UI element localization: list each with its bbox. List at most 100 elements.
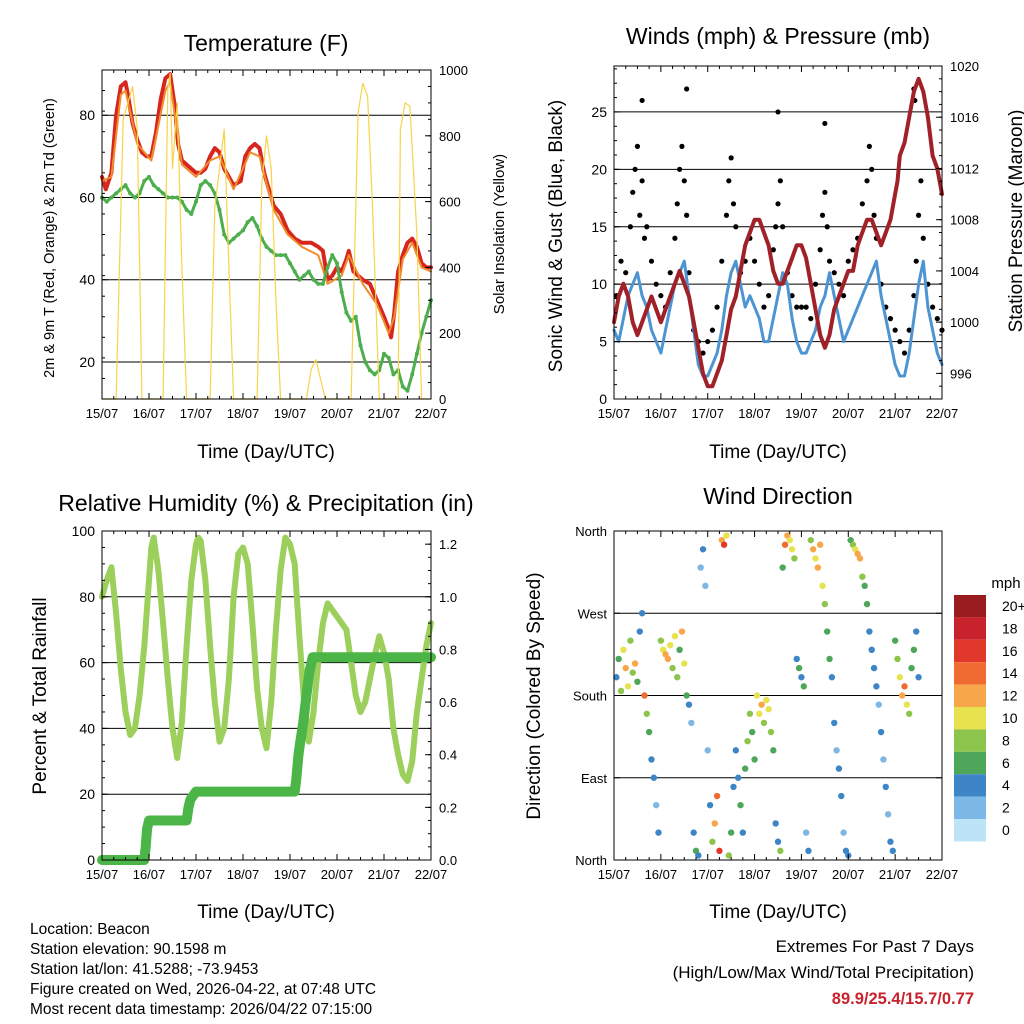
temperature-series-2m-td-point (264, 244, 269, 249)
direction-point (732, 747, 740, 754)
direction-point (685, 701, 693, 708)
winds-series-gust-point (653, 281, 659, 287)
winds-series-gust-point (780, 224, 786, 230)
direction-point (856, 555, 864, 562)
humidity-y-tick-label: 60 (79, 655, 95, 671)
winds-series-gust-point (714, 304, 720, 310)
direction-point (655, 829, 662, 836)
temperature-x-tick-label: 15/07 (86, 406, 119, 421)
direction-point (681, 660, 688, 667)
temperature-series-2m-td-point (316, 281, 321, 286)
temperature-series-solar-insolation-line (101, 72, 432, 400)
direction-point (763, 696, 770, 704)
temperature-series-2m-td-point (367, 368, 372, 373)
legend-label: 4 (1002, 777, 1010, 793)
winds-y-tick-label: 15 (591, 219, 607, 235)
winds-series-gust-point (705, 338, 711, 345)
winds-series-gust-point (639, 178, 645, 184)
extremes-box: Extremes For Past 7 Days (High/Low/Max W… (673, 934, 974, 1012)
direction-panel: Wind Direction Direction (Colored By Spe… (524, 483, 1024, 923)
direction-point (903, 701, 911, 708)
direction-point (739, 829, 747, 836)
winds-series-gust-point (672, 235, 678, 241)
temperature-series-2m-td-point (400, 384, 405, 389)
winds-right-axis-label: Station Pressure (Maroon) (1006, 110, 1024, 333)
humidity-plot-area: 15/07 16/07 17/07 18/07 19/07 20/07 21/07 22/07… (72, 523, 457, 882)
direction-x-tick-label: 22/07 (926, 867, 959, 882)
temperature-series-2m-t-line (100, 72, 433, 340)
winds-series-gust-point (841, 293, 847, 299)
temperature-series-2m-td-point (123, 183, 128, 188)
direction-point (744, 737, 751, 745)
direction-point (896, 674, 904, 681)
direction-point (838, 792, 845, 800)
temperature-series-2m-td-point (179, 199, 184, 204)
winds-series-gust-point (817, 247, 823, 253)
humidity-x-tick-label: 18/07 (227, 867, 260, 882)
temperature-series-2m-td-point (330, 253, 335, 258)
winds-series-gust-point (674, 201, 680, 207)
humidity-y-tick-label: 80 (79, 589, 95, 605)
direction-point (727, 829, 735, 836)
temperature-series-2m-td-point (344, 310, 349, 315)
winds-y-tick-label: 20 (591, 161, 607, 177)
winds-series-gust-point (803, 304, 809, 310)
temperature-series-2m-td-point (320, 281, 325, 286)
extremes-subheading: (High/Low/Max Wind/Total Precipitation) (672, 963, 974, 982)
temperature-series-2m-td-point (405, 388, 410, 393)
winds-y-tick-label: 0 (599, 391, 607, 407)
legend-swatch (954, 729, 986, 752)
temperature-series-2m-td-point (424, 314, 429, 319)
direction-point (821, 600, 829, 608)
direction-point (898, 692, 906, 699)
direction-point (772, 820, 779, 827)
winds-series-gust-point (915, 212, 922, 218)
winds-x-tick-label: 16/07 (645, 406, 678, 421)
winds-series-gust-point (864, 178, 870, 184)
temperature-series-2m-td-point (311, 277, 316, 282)
temperature-series-2m-td-point (175, 195, 180, 200)
direction-point (866, 628, 873, 635)
direction-point (667, 642, 674, 649)
direction-point (828, 674, 836, 681)
temperature-series-2m-td-point (147, 174, 151, 179)
winds-series-gust-point (719, 258, 725, 264)
direction-point (678, 628, 686, 635)
winds-series-gust-point (794, 304, 800, 310)
temperature-y2-tick-label: 0 (439, 392, 446, 407)
humidity-y2-tick-label: 0.6 (439, 695, 457, 710)
winds-series-gust-point (836, 281, 842, 287)
direction-x-tick-label: 15/07 (598, 867, 631, 882)
winds-y2-tick-label: 1004 (950, 264, 979, 279)
humidity-x-tick-label: 22/07 (415, 867, 448, 882)
temperature-series-9m-t-line (101, 81, 432, 335)
temperature-series-2m-td-point (410, 372, 415, 377)
direction-point (791, 555, 798, 562)
direction-point (833, 747, 840, 754)
direction-point (861, 582, 868, 590)
legend-label: 12 (1002, 688, 1018, 704)
winds-series-gust-point (824, 224, 830, 230)
humidity-x-axis-label: Time (Day/UTC) (197, 902, 335, 923)
direction-point (786, 536, 793, 544)
direction-title: Wind Direction (703, 483, 853, 509)
direction-point (624, 683, 632, 690)
direction-point (645, 728, 653, 736)
temperature-series-2m-td-point (212, 191, 217, 196)
direction-point (758, 701, 765, 708)
humidity-y2-tick-label: 1.2 (439, 537, 457, 552)
winds-series-gust-point (686, 270, 692, 276)
temperature-series-2m-td-point (236, 232, 241, 237)
winds-series-gust-point (618, 258, 624, 264)
direction-point (631, 660, 639, 667)
temperature-series-2m-td-point (255, 224, 260, 229)
extremes-values: 89.9/25.4/15.7/0.77 (831, 990, 974, 1008)
direction-point (671, 632, 679, 640)
temperature-series-2m-td-point (189, 211, 194, 216)
direction-point (816, 541, 824, 548)
legend-swatch (954, 751, 986, 775)
winds-y2-tick-label: 1008 (950, 213, 979, 228)
direction-point (713, 792, 721, 800)
direction-point (725, 852, 732, 859)
direction-point (882, 783, 889, 791)
